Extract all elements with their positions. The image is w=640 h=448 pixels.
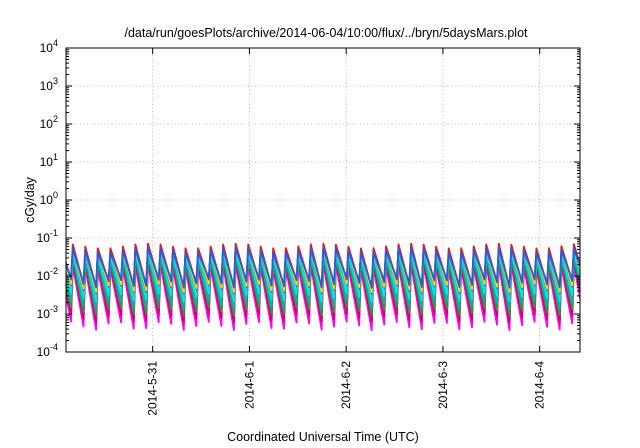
x-tick-label: 2014-6-3 — [436, 361, 450, 409]
tick-layer: 10-4 10-3 10-2 10-1 100 101 102 103 104 2014-5-31… — [37, 38, 580, 416]
y-tick-label: 10-2 — [37, 266, 58, 283]
series-layer — [66, 242, 580, 332]
x-tick-label: 2014-6-4 — [533, 361, 547, 409]
chart-title: /data/run/goesPlots/archive/2014-06-04/1… — [124, 26, 528, 40]
y-tick-label: 103 — [40, 76, 58, 93]
x-axis-label: Coordinated Universal Time (UTC) — [227, 430, 419, 444]
y-tick-label: 104 — [40, 38, 58, 55]
x-tick-label: 2014-6-1 — [242, 361, 256, 409]
series-line — [66, 246, 580, 288]
y-tick-label: 10-3 — [37, 304, 58, 321]
y-axis-label: cGy/day — [23, 176, 37, 223]
x-tick-label: 2014-6-2 — [339, 361, 353, 409]
y-tick-label: 10-4 — [37, 342, 58, 359]
y-tick-label: 102 — [40, 114, 58, 131]
y-tick-label: 101 — [40, 152, 58, 169]
y-tick-label: 100 — [40, 190, 58, 207]
x-tick-label: 2014-5-31 — [146, 361, 160, 416]
y-tick-label: 10-1 — [37, 228, 58, 245]
